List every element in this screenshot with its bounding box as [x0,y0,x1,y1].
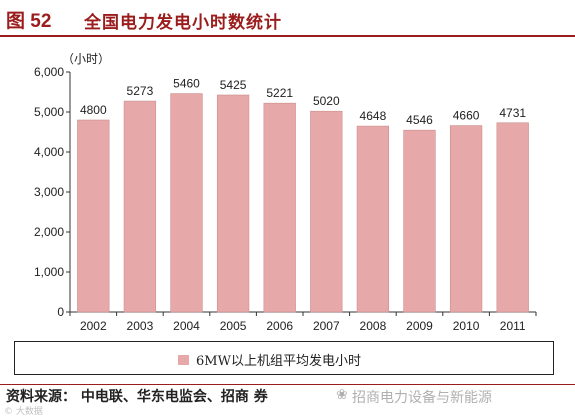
bar [170,93,203,313]
x-tick-label: 2010 [453,319,480,333]
legend: 6MW以上机组平均发电小时 [14,341,554,375]
x-tick-label: 2004 [173,319,200,333]
x-tick-label: 2008 [360,319,387,333]
y-unit-label: （小时） [62,52,110,66]
source-note: 资料来源： 中电联、华东电监会、招商 券 [6,389,268,405]
corner-watermark: © 大数据 [4,407,43,417]
x-tick-label: 2003 [127,319,154,333]
figure-title: 全国电力发电小时数统计 [84,13,282,33]
data-label: 5425 [220,78,247,92]
data-label: 4546 [406,113,433,127]
bar [263,102,296,313]
bar [77,119,110,313]
data-label: 5020 [313,94,340,108]
data-label: 4648 [360,109,387,123]
x-tick-label: 2006 [266,319,293,333]
wechat-icon: ❀ [336,387,348,403]
figure-label: 图 52 [6,11,52,32]
header-divider [0,35,575,37]
y-tick-label: 1,000 [34,265,64,279]
bar [403,129,436,313]
y-tick-label: 5,000 [34,105,64,119]
y-tick-label: 0 [57,305,64,319]
x-tick-label: 2009 [406,319,433,333]
data-labels-group: 4800 5273 5460 5425 5221 5020 4648 4546 4660 4731 [80,77,526,128]
figure-header: 图 52 全国电力发电小时数统计 [0,0,575,37]
y-tick-label: 4,000 [34,145,64,159]
x-axis: 2002 2003 2004 2005 2006 2007 2008 2009 2010 2011 [69,311,537,333]
data-label: 5460 [173,77,200,91]
bar [356,125,390,313]
data-label: 4660 [453,109,480,123]
x-tick-label: 2005 [220,319,247,333]
watermark-text: 招商电力设备与新能源 [352,390,492,406]
data-label: 4800 [80,103,107,117]
bar-chart: （小时） 0 1,000 2,000 3,000 4,000 5,000 6,000 200… [34,52,537,333]
data-label: 4731 [499,106,526,120]
y-tick-label: 6,000 [34,65,64,79]
bar [123,100,157,313]
bar [449,125,483,313]
x-tick-label: 2007 [313,319,340,333]
legend-swatch [178,355,189,365]
legend-label: 6MW以上机组平均发电小时 [196,354,361,369]
bar [496,122,529,313]
x-tick-label: 2002 [80,319,107,333]
data-label: 5221 [266,86,293,100]
y-tick-label: 3,000 [34,185,64,199]
y-axis: 0 1,000 2,000 3,000 4,000 5,000 6,000 [34,65,71,319]
bars-group [77,93,529,313]
source-divider [0,384,575,385]
data-label: 5273 [127,84,154,98]
x-tick-label: 2011 [500,319,526,333]
bar [310,110,343,313]
y-tick-label: 2,000 [34,225,64,239]
bar [216,94,250,313]
